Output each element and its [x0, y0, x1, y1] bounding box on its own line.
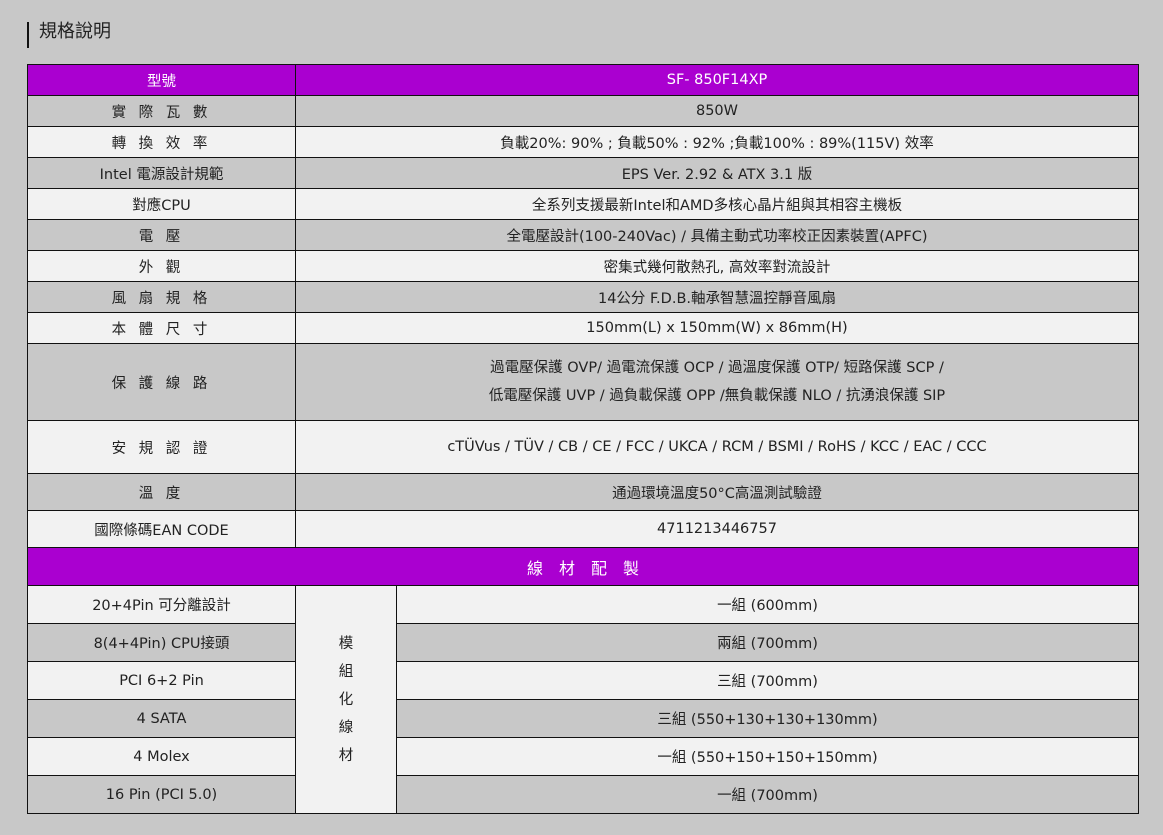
- cable-header: 線 材 配 製: [27, 547, 1139, 586]
- spec-value: cTÜVus / TÜV / CB / CE / FCC / UKCA / RC…: [295, 420, 1139, 474]
- cable-value: 兩組 (700mm): [396, 623, 1139, 662]
- cable-type: 模組化線材: [295, 585, 397, 814]
- spec-row: 實 際 瓦 數 850W: [27, 95, 1139, 127]
- spec-label: 本 體 尺 寸: [27, 312, 296, 344]
- cable-row: 20+4Pin 可分離設計模組化線材一組 (600mm): [27, 585, 1139, 814]
- spec-label: 電 壓: [27, 219, 296, 251]
- page-title: 規格說明: [27, 22, 111, 48]
- cable-label: 20+4Pin 可分離設計: [27, 585, 296, 624]
- cable-header-row: 線 材 配 製: [27, 547, 1139, 586]
- spec-row: 風 扇 規 格 14公分 F.D.B.軸承智慧溫控靜音風扇: [27, 281, 1139, 313]
- cable-row: 4 Molex 一組 (550+150+150+150mm): [27, 737, 1139, 776]
- spec-label: 實 際 瓦 數: [27, 95, 296, 127]
- spec-row: 保 護 線 路 過電壓保護 OVP/ 過電流保護 OCP / 過溫度保護 OTP/…: [27, 343, 1139, 421]
- spec-row: 本 體 尺 寸 150mm(L) x 150mm(W) x 86mm(H): [27, 312, 1139, 344]
- spec-row: 型號 SF- 850F14XP: [27, 64, 1139, 96]
- cable-label: 4 Molex: [27, 737, 296, 776]
- cable-type-char: 組: [338, 663, 354, 680]
- cable-label: 4 SATA: [27, 699, 296, 738]
- spec-label: 安 規 認 證: [27, 420, 296, 474]
- spec-label: 保 護 線 路: [27, 343, 296, 421]
- spec-value: 過電壓保護 OVP/ 過電流保護 OCP / 過溫度保護 OTP/ 短路保護 S…: [295, 343, 1139, 421]
- spec-value: 全電壓設計(100-240Vac) / 具備主動式功率校正因素裝置(APFC): [295, 219, 1139, 251]
- spec-label: 轉 換 效 率: [27, 126, 296, 158]
- spec-label: 對應CPU: [27, 188, 296, 220]
- cable-row: 16 Pin (PCI 5.0) 一組 (700mm): [27, 775, 1139, 814]
- spec-label: Intel 電源設計規範: [27, 157, 296, 189]
- spec-row: Intel 電源設計規範 EPS Ver. 2.92 & ATX 3.1 版: [27, 157, 1139, 189]
- cable-row: 4 SATA 三組 (550+130+130+130mm): [27, 699, 1139, 738]
- cable-value: 三組 (700mm): [396, 661, 1139, 700]
- spec-row: 溫 度通過環境溫度50°C高溫測試驗證: [27, 473, 1139, 511]
- cable-type-char: 模: [338, 635, 354, 652]
- cable-value: 一組 (550+150+150+150mm): [396, 737, 1139, 776]
- cable-row: 8(4+4Pin) CPU接頭 兩組 (700mm): [27, 623, 1139, 662]
- spec-label: 外 觀: [27, 250, 296, 282]
- spec-value: SF- 850F14XP: [295, 64, 1139, 96]
- cable-label: PCI 6+2 Pin: [27, 661, 296, 700]
- spec-value-line: 低電壓保護 UVP / 過負載保護 OPP /無負載保護 NLO / 抗湧浪保護…: [488, 388, 946, 404]
- spec-row: 電 壓全電壓設計(100-240Vac) / 具備主動式功率校正因素裝置(APF…: [27, 219, 1139, 251]
- cable-value: 三組 (550+130+130+130mm): [396, 699, 1139, 738]
- spec-value: 負載20%: 90% ; 負載50% : 92% ;負載100% : 89%(1…: [295, 126, 1139, 158]
- spec-value: 全系列支援最新Intel和AMD多核心晶片組與其相容主機板: [295, 188, 1139, 220]
- cable-type-char: 材: [338, 747, 354, 764]
- spec-label: 型號: [27, 64, 296, 96]
- spec-row: 國際條碼EAN CODE 4711213446757: [27, 510, 1139, 548]
- cable-row: PCI 6+2 Pin 三組 (700mm): [27, 661, 1139, 700]
- spec-row: 外 觀密集式幾何散熱孔, 高效率對流設計: [27, 250, 1139, 282]
- spec-label: 國際條碼EAN CODE: [27, 510, 296, 548]
- spec-value: 14公分 F.D.B.軸承智慧溫控靜音風扇: [295, 281, 1139, 313]
- spec-value: EPS Ver. 2.92 & ATX 3.1 版: [295, 157, 1139, 189]
- spec-value: 850W: [295, 95, 1139, 127]
- spec-value: 4711213446757: [295, 510, 1139, 548]
- cable-type-char: 線: [338, 719, 354, 736]
- spec-value-line: 過電壓保護 OVP/ 過電流保護 OCP / 過溫度保護 OTP/ 短路保護 S…: [490, 360, 944, 376]
- cable-value: 一組 (600mm): [396, 585, 1139, 624]
- cable-label: 16 Pin (PCI 5.0): [27, 775, 296, 814]
- spec-table: 型號 SF- 850F14XP 實 際 瓦 數 850W 轉 換 效 率負載20%: 9…: [27, 64, 1139, 814]
- cable-value: 一組 (700mm): [396, 775, 1139, 814]
- spec-value: 150mm(L) x 150mm(W) x 86mm(H): [295, 312, 1139, 344]
- spec-label: 溫 度: [27, 473, 296, 511]
- cable-type-char: 化: [338, 691, 354, 708]
- spec-row: 對應CPU 全系列支援最新Intel和AMD多核心晶片組與其相容主機板: [27, 188, 1139, 220]
- spec-value: 通過環境溫度50°C高溫測試驗證: [295, 473, 1139, 511]
- spec-row: 安 規 認 證 cTÜVus / TÜV / CB / CE / FCC / UK…: [27, 420, 1139, 474]
- cable-label: 8(4+4Pin) CPU接頭: [27, 623, 296, 662]
- spec-value: 密集式幾何散熱孔, 高效率對流設計: [295, 250, 1139, 282]
- spec-label: 風 扇 規 格: [27, 281, 296, 313]
- spec-row: 轉 換 效 率負載20%: 90% ; 負載50% : 92% ;負載100% …: [27, 126, 1139, 158]
